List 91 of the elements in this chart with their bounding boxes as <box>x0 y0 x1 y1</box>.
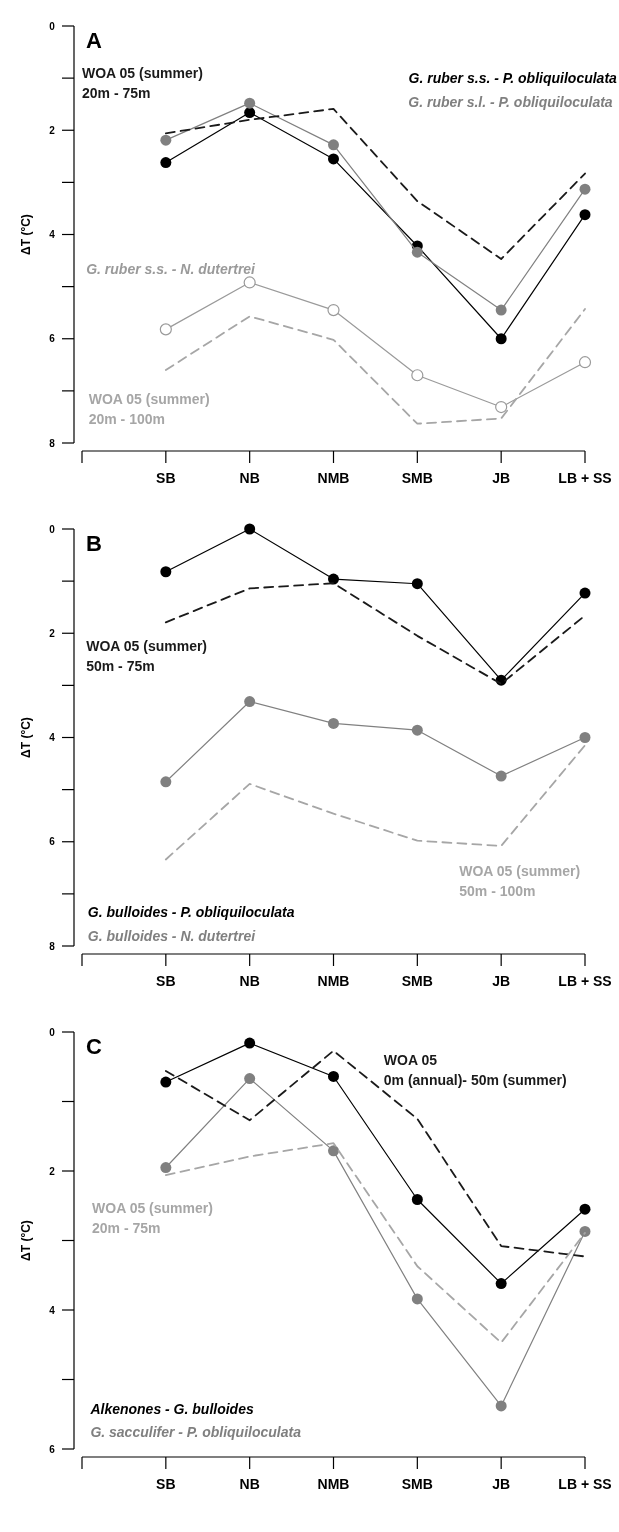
text: G. bulloides - N. dutertrei <box>87 927 257 944</box>
y-axis-title: ΔT (°C) <box>19 214 33 255</box>
x-tick-label: LB + SS <box>558 470 612 486</box>
point <box>244 1037 256 1049</box>
point <box>495 400 508 414</box>
point <box>160 1076 172 1088</box>
x-tick-label: NB <box>239 1476 260 1492</box>
point <box>495 1278 507 1290</box>
point <box>411 246 423 258</box>
y-tick-label: 0 <box>49 20 56 32</box>
y-tick-label: 6 <box>49 333 56 345</box>
x-tick-label: SB <box>156 973 176 989</box>
point <box>160 134 172 146</box>
y-tick-label: 0 <box>49 523 56 535</box>
point <box>495 1400 507 1412</box>
text: WOA 05 (summer) 50m - 75m <box>86 638 208 675</box>
point <box>579 732 591 743</box>
point <box>579 587 591 599</box>
y-tick-label: 2 <box>49 627 56 639</box>
chart-title: A <box>86 28 102 53</box>
text: WOA 05 (summer) 20m - 75m <box>92 1199 213 1236</box>
point <box>579 183 591 195</box>
x-tick-label: NMB <box>317 973 350 989</box>
point <box>160 776 172 788</box>
point <box>579 1203 591 1215</box>
point <box>495 770 507 782</box>
y-tick-label: 4 <box>49 229 56 240</box>
point <box>159 323 172 336</box>
point <box>328 1145 339 1157</box>
text: G. ruber s.s. - P. obliquiloculata <box>408 70 618 87</box>
series-label: WOA 05 (summer) 50m - 100m <box>459 862 581 899</box>
point <box>328 717 339 729</box>
x-tick-label: SB <box>156 1476 176 1492</box>
point <box>411 369 424 382</box>
point <box>411 578 423 590</box>
point <box>495 304 507 316</box>
text: Alkenones - G. bulloides <box>89 1401 254 1418</box>
x-tick-label: NMB <box>317 470 350 486</box>
y-tick-label: 6 <box>49 836 56 848</box>
x-tick-label: SMB <box>401 1476 433 1492</box>
point <box>411 1193 423 1205</box>
point <box>243 276 256 289</box>
x-tick-label: JB <box>492 1476 511 1492</box>
text: G. bulloides - P. obliquiloculata <box>87 904 295 921</box>
y-tick-label: 4 <box>49 732 56 743</box>
y-tick-label: 4 <box>49 1304 56 1316</box>
x-tick-label: SMB <box>401 470 433 486</box>
point <box>327 303 340 317</box>
point <box>244 97 256 109</box>
y-tick-label: 2 <box>49 1165 56 1177</box>
series-label: WOA 05 0m (annual)- 50m (summer) <box>383 1052 567 1089</box>
x-tick-label: SB <box>156 470 176 486</box>
point <box>160 1162 172 1174</box>
text: WOA 05 (summer) 20m - 100m <box>88 390 210 427</box>
point <box>579 209 591 221</box>
x-tick-label: JB <box>492 973 511 989</box>
text: G. sacculifer - P. obliquiloculata <box>90 1424 302 1441</box>
point <box>244 1073 256 1085</box>
series-label: WOA 05 (summer) 20m - 75m <box>82 65 203 102</box>
series-label: G. ruber s.s. - N. dutertrei <box>86 260 257 277</box>
chart-title: C <box>86 1034 102 1059</box>
point <box>328 1070 339 1082</box>
x-tick-label: LB + SS <box>558 1476 612 1492</box>
text: G. ruber s.l. - P. obliquiloculata <box>408 93 613 110</box>
y-tick-label: 2 <box>49 124 56 136</box>
x-tick-label: NMB <box>317 1476 350 1492</box>
y-tick-label: 6 <box>49 1443 56 1455</box>
point <box>328 139 339 151</box>
point <box>579 1225 591 1237</box>
point <box>244 107 256 119</box>
y-tick-label: 8 <box>49 940 56 952</box>
point <box>244 696 256 708</box>
point <box>160 566 172 578</box>
point <box>411 1293 423 1305</box>
point <box>328 153 339 165</box>
y-axis-title: ΔT (°C) <box>19 1220 33 1261</box>
y-tick-label: 8 <box>49 437 56 449</box>
point <box>495 333 507 345</box>
chart-title: B <box>86 531 102 556</box>
x-tick-label: LB + SS <box>558 973 612 989</box>
x-tick-label: NB <box>239 973 260 989</box>
point <box>578 356 592 369</box>
y-axis-title: ΔT (°C) <box>19 717 33 758</box>
point <box>244 523 256 535</box>
x-tick-label: NB <box>239 470 260 486</box>
x-tick-label: JB <box>492 470 511 486</box>
line-series <box>164 744 586 861</box>
point <box>160 157 172 169</box>
x-tick-label: SMB <box>401 973 433 989</box>
point <box>411 724 423 736</box>
y-tick-label: 0 <box>49 1026 56 1038</box>
